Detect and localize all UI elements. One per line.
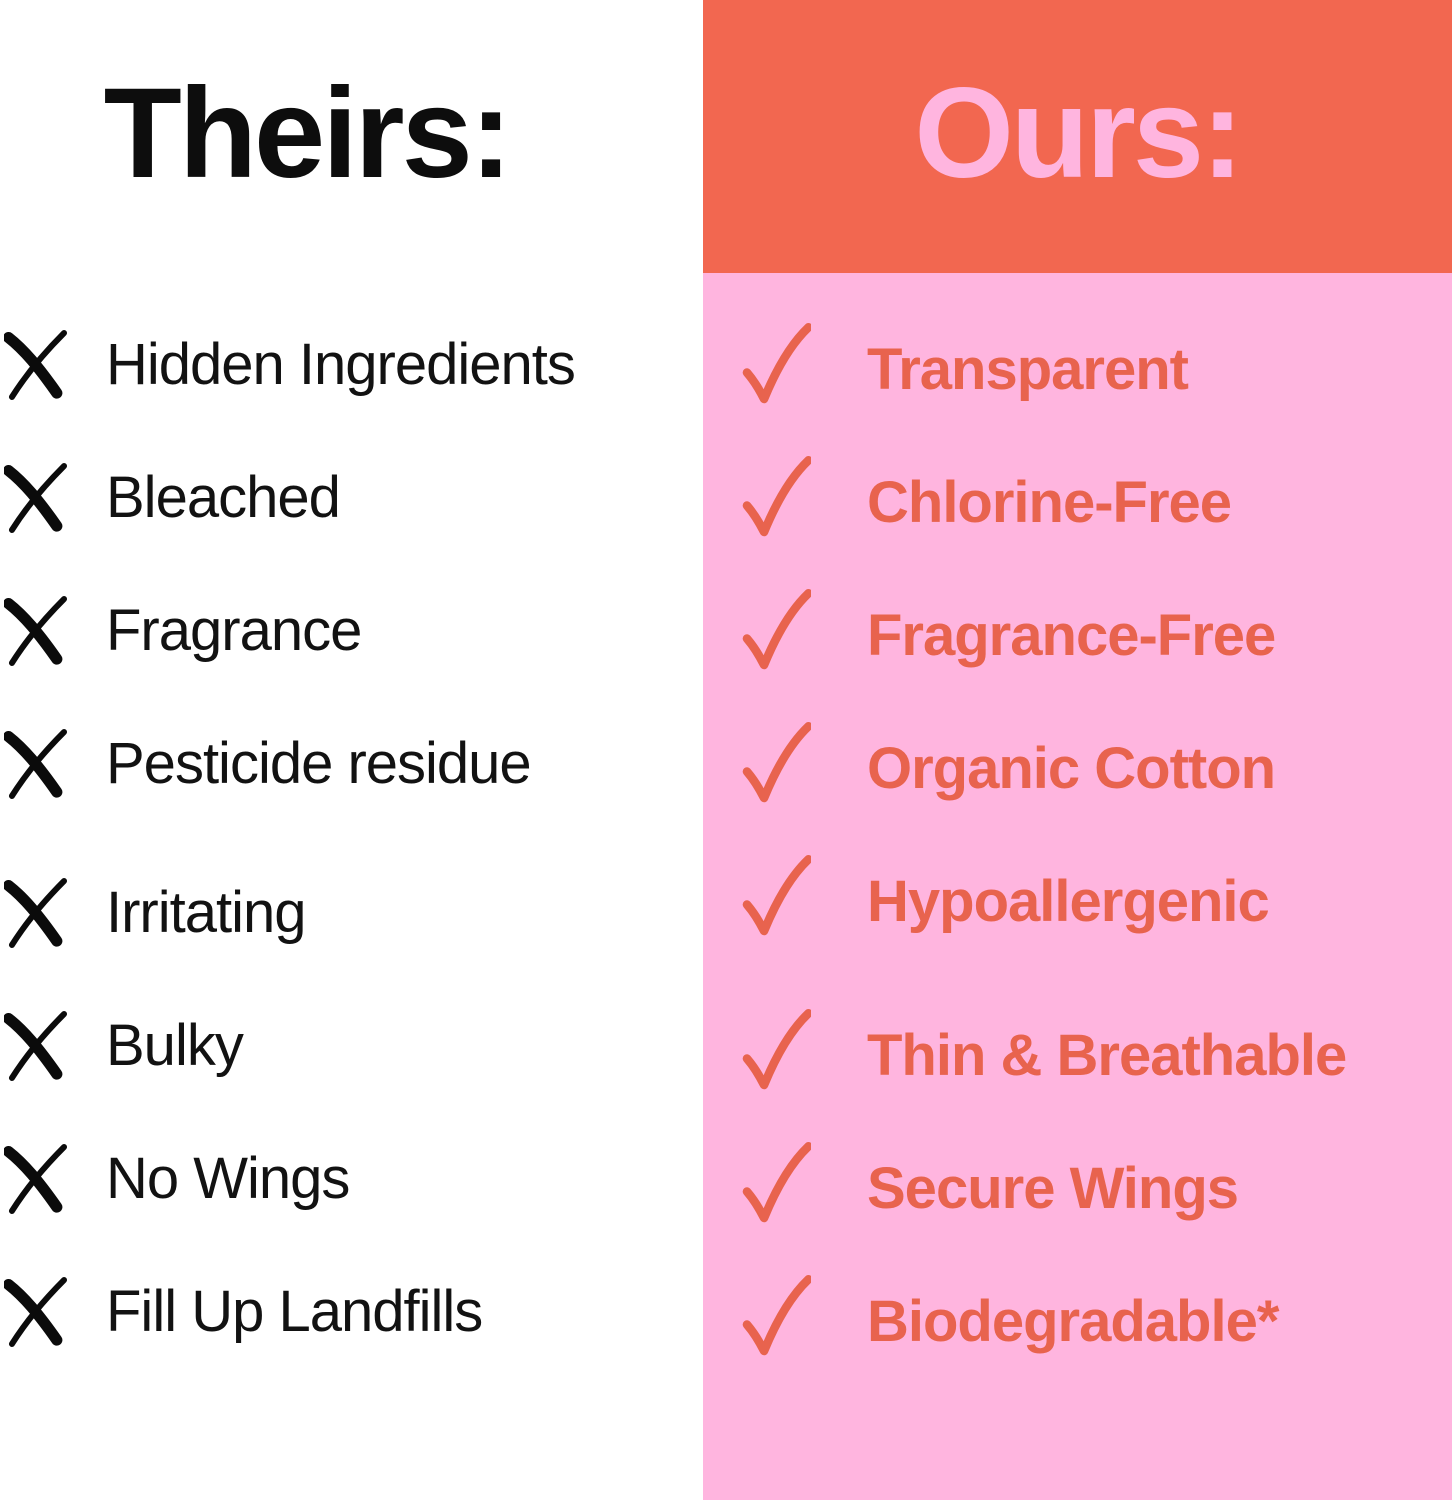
ours-item-label: Thin & Breathable [867,1023,1347,1088]
ours-list-item: Transparent [703,303,1452,436]
ours-item-label: Hypoallergenic [867,869,1270,934]
theirs-list-item: No Wings [0,1112,703,1245]
x-mark-icon [4,875,70,951]
ours-list-item: Organic Cotton [703,702,1452,835]
theirs-list-item: Irritating [0,846,703,979]
ours-list-item: Biodegradable* [703,1255,1452,1388]
theirs-item-label: Bleached [106,465,341,530]
ours-list-item: Secure Wings [703,1122,1452,1255]
ours-list: Transparent Chlorine-Free Fragrance-Free… [703,303,1452,1388]
theirs-list-item: Fragrance [0,564,703,697]
check-mark-icon [741,720,811,806]
theirs-item-label: Pesticide residue [106,731,532,796]
check-mark-icon [741,454,811,540]
x-mark-icon [4,460,70,536]
check-mark-icon [741,321,811,407]
check-mark-icon [741,853,811,939]
theirs-title: Theirs: [103,62,513,205]
theirs-list-item: Hidden Ingredients [0,298,703,431]
theirs-item-label: Irritating [106,880,307,945]
theirs-list: Hidden Ingredients Bleached Fragrance Pe… [0,298,703,1378]
theirs-list-item: Bleached [0,431,703,564]
theirs-list-item: Bulky [0,979,703,1112]
theirs-panel: Theirs: Hidden Ingredients Bleached Frag… [0,0,703,1500]
ours-panel: Ours: Transparent Chlorine-Free Fragranc… [703,0,1452,1500]
x-mark-icon [4,1141,70,1217]
theirs-item-label: Hidden Ingredients [106,332,576,397]
x-mark-icon [4,726,70,802]
ours-item-label: Biodegradable* [867,1289,1279,1354]
ours-item-label: Fragrance-Free [867,603,1276,668]
check-mark-icon [741,1273,811,1359]
ours-list-item: Fragrance-Free [703,569,1452,702]
check-mark-icon [741,587,811,673]
ours-list-item: Thin & Breathable [703,989,1452,1122]
ours-header: Ours: [703,0,1452,273]
theirs-item-label: Fill Up Landfills [106,1279,483,1344]
ours-item-label: Chlorine-Free [867,470,1232,535]
ours-item-label: Organic Cotton [867,736,1276,801]
theirs-list-item: Fill Up Landfills [0,1245,703,1378]
check-mark-icon [741,1007,811,1093]
theirs-item-label: No Wings [106,1146,350,1211]
x-mark-icon [4,1274,70,1350]
x-mark-icon [4,1008,70,1084]
ours-title: Ours: [914,62,1243,205]
ours-item-label: Secure Wings [867,1156,1239,1221]
x-mark-icon [4,593,70,669]
x-mark-icon [4,327,70,403]
ours-list-item: Chlorine-Free [703,436,1452,569]
ours-item-label: Transparent [867,337,1189,402]
theirs-list-item: Pesticide residue [0,697,703,830]
theirs-item-label: Fragrance [106,598,362,663]
ours-list-item: Hypoallergenic [703,835,1452,968]
check-mark-icon [741,1140,811,1226]
theirs-item-label: Bulky [106,1013,244,1078]
